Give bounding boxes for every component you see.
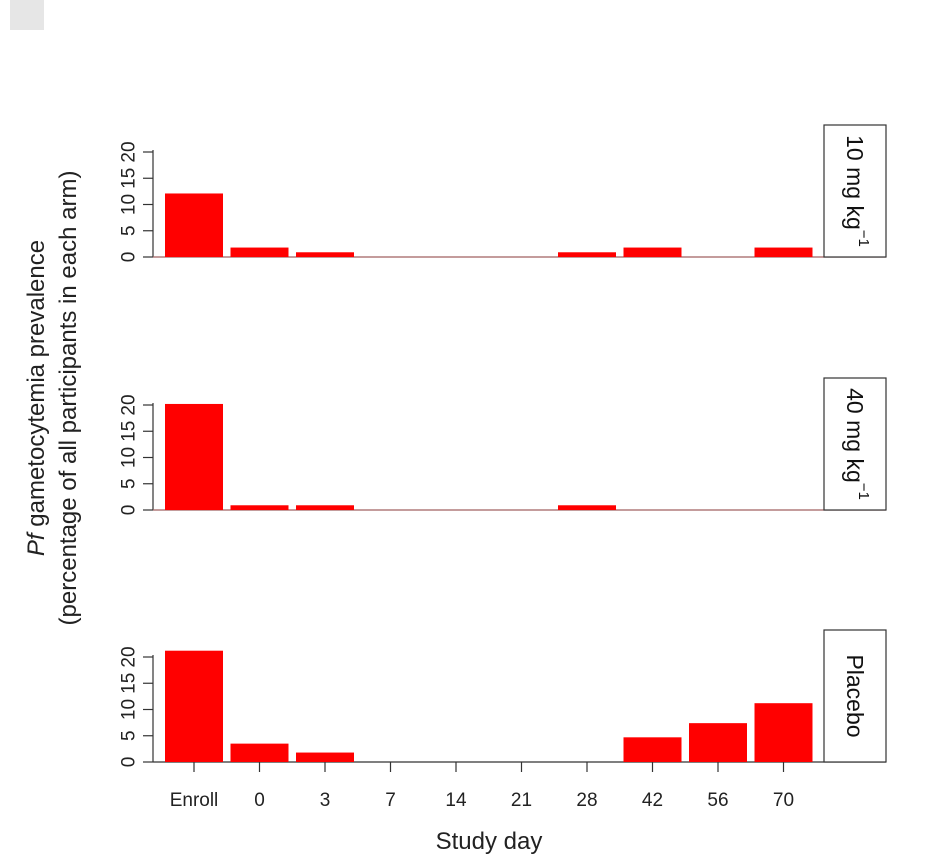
bar-3 <box>296 752 354 762</box>
panel-label: Placebo <box>842 654 868 737</box>
bar-Enroll <box>165 193 223 257</box>
y-tick-label: 10 <box>119 699 140 720</box>
bar-42 <box>623 247 682 257</box>
panel-3: 0 5 10 15 20 Placebo <box>119 629 887 768</box>
panel-strip <box>823 629 887 763</box>
y-axis-title-line2: (percentage of all participants in each … <box>55 171 82 626</box>
bar-0 <box>230 505 289 510</box>
bar-0 <box>230 743 289 762</box>
corner-box <box>10 0 44 30</box>
y-tick-label: 20 <box>119 646 140 667</box>
panel-strip <box>823 377 887 511</box>
bar-3 <box>296 252 354 257</box>
bar-0 <box>230 247 289 257</box>
panel-strip <box>823 124 887 258</box>
bar-Enroll <box>165 650 223 762</box>
x-tick-label: 28 <box>576 790 597 811</box>
y-axis-title: Pf gametocytemia prevalence (percentage … <box>23 171 82 626</box>
x-tick-label: 56 <box>707 790 728 811</box>
panel-label: 40 mg kg−1 <box>842 388 873 500</box>
bar-70 <box>754 703 813 762</box>
y-tick-label: 0 <box>119 505 140 516</box>
bar-28 <box>558 252 616 257</box>
x-axis: Enroll 0 3 7 14 21 28 42 56 70 <box>170 762 794 811</box>
bar-28 <box>558 505 616 510</box>
y-tick-label: 20 <box>119 394 140 415</box>
y-tick-label: 0 <box>119 252 140 263</box>
panel-label: 10 mg kg−1 <box>842 135 873 247</box>
bar-42 <box>623 737 682 762</box>
y-tick-label: 15 <box>119 168 140 189</box>
bar-3 <box>296 505 354 510</box>
x-tick-label: 0 <box>254 790 265 811</box>
y-tick-label: 20 <box>119 141 140 162</box>
x-tick-label: 7 <box>385 790 396 811</box>
x-tick-label: 14 <box>445 790 467 811</box>
y-axis-title-italic: Pf <box>23 531 50 556</box>
y-tick-label: 5 <box>119 730 140 741</box>
x-tick-label: 42 <box>642 790 663 811</box>
x-tick-label: Enroll <box>170 790 219 811</box>
svg-text:Pf gametocytemia prevalence: Pf gametocytemia prevalence <box>23 240 50 556</box>
panel-2: 0 5 10 15 20 40 mg kg−1 <box>119 377 887 516</box>
chart-panels: 0 5 10 15 20 10 mg kg−1 0 5 10 15 20 40 mg kg−1 0 5 10… <box>119 124 887 768</box>
y-tick-label: 15 <box>119 673 140 694</box>
y-tick-label: 5 <box>119 478 140 489</box>
bar-Enroll <box>165 403 223 510</box>
y-axis-title-line1: gametocytemia prevalence <box>23 240 50 533</box>
y-tick-label: 10 <box>119 194 140 215</box>
y-tick-label: 10 <box>119 447 140 468</box>
x-tick-label: 3 <box>320 790 331 811</box>
y-tick-label: 5 <box>119 225 140 236</box>
bar-70 <box>754 247 813 257</box>
x-axis-title: Study day <box>436 828 543 855</box>
y-tick-label: 0 <box>119 757 140 768</box>
y-tick-label: 15 <box>119 421 140 442</box>
panel-1: 0 5 10 15 20 10 mg kg−1 <box>119 124 887 263</box>
x-tick-label: 70 <box>773 790 794 811</box>
bar-56 <box>689 723 747 762</box>
x-tick-label: 21 <box>511 790 532 811</box>
